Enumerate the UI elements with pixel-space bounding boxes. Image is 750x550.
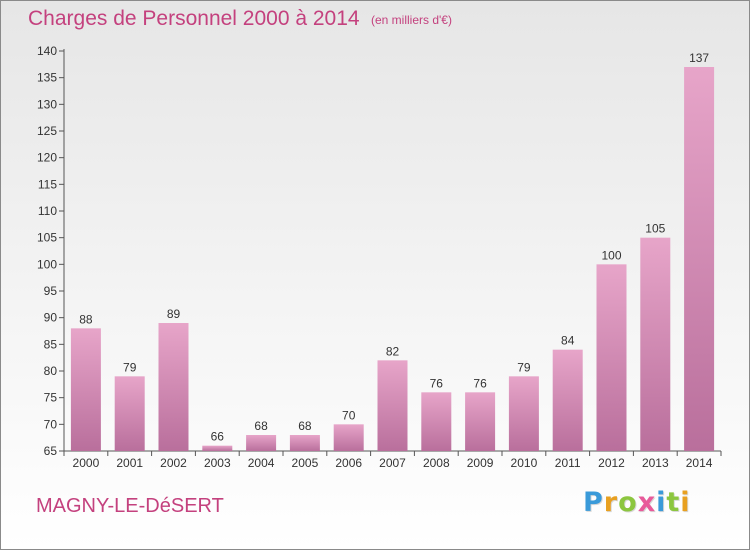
x-tick-label: 2009 (467, 456, 494, 470)
data-label: 100 (601, 248, 621, 262)
data-labels: 88 79 89 66 68 68 70 82 76 76 79 84 100 105 137 (79, 51, 709, 444)
data-label: 66 (211, 430, 225, 444)
y-tick-label: 115 (38, 177, 57, 191)
y-tick-label: 85 (44, 337, 58, 351)
y-tick-label: 140 (37, 44, 57, 58)
y-tick-label: 135 (37, 71, 57, 85)
y-tick-label: 105 (37, 231, 57, 245)
bar (114, 376, 145, 451)
bars (70, 67, 715, 451)
logo-letter: P (583, 487, 604, 518)
bar (421, 392, 452, 451)
y-tick-label: 75 (44, 391, 58, 405)
logo-letter: o (618, 487, 638, 518)
bar (640, 237, 671, 451)
x-tick-label: 2007 (379, 456, 406, 470)
data-label: 89 (167, 307, 181, 321)
x-tick-label: 2012 (598, 456, 625, 470)
bar (684, 67, 715, 451)
proxiti-logo[interactable]: Proxiti (583, 487, 691, 518)
data-label: 79 (123, 360, 137, 374)
x-tick-label: 2001 (116, 456, 143, 470)
bar (246, 435, 277, 451)
bar (377, 360, 408, 451)
y-tick-label: 125 (37, 124, 57, 138)
y-tick-label: 90 (44, 311, 58, 325)
bar (552, 349, 583, 451)
x-tick-label: 2014 (686, 456, 713, 470)
data-label: 76 (473, 376, 487, 390)
logo-letter: i (656, 487, 667, 518)
y-tick-label: 95 (44, 284, 58, 298)
data-label: 137 (689, 51, 709, 65)
y-tick-label: 70 (44, 417, 58, 431)
x-tick-label: 2011 (555, 456, 581, 470)
data-label: 68 (254, 419, 268, 433)
x-tick-label: 2010 (511, 456, 538, 470)
x-tick-label: 2006 (335, 456, 362, 470)
y-tick-label: 65 (44, 444, 58, 458)
x-tick-label: 2000 (73, 456, 100, 470)
bar (596, 264, 627, 451)
logo-letter: i (680, 487, 691, 518)
bar (158, 323, 189, 451)
chart-title: Charges de Personnel 2000 à 2014 (28, 7, 360, 30)
x-tick-label: 2004 (248, 456, 275, 470)
bar (202, 445, 233, 451)
y-tick-label: 130 (37, 97, 57, 111)
bar (333, 424, 364, 451)
data-label: 76 (430, 376, 444, 390)
data-label: 70 (342, 408, 356, 422)
y-tick-label: 120 (37, 151, 57, 165)
logo-letter: r (603, 487, 619, 518)
y-tick-label: 80 (44, 364, 58, 378)
logo-letter: t (666, 487, 681, 518)
data-label: 82 (386, 344, 400, 358)
bar (289, 435, 320, 451)
commune-name: MAGNY-LE-DéSERT (36, 495, 224, 517)
x-tick-label: 2008 (423, 456, 450, 470)
x-tick-label: 2002 (160, 456, 187, 470)
x-tick-label: 2013 (642, 456, 669, 470)
data-label: 105 (645, 222, 665, 236)
y-tick-label: 110 (38, 204, 57, 218)
bar (70, 328, 101, 451)
data-label: 68 (298, 419, 312, 433)
data-label: 79 (517, 360, 531, 374)
bar (465, 392, 496, 451)
data-label: 84 (561, 334, 575, 348)
chart-unit: (en milliers d'€) (371, 13, 452, 27)
data-label: 88 (79, 312, 93, 326)
x-tick-label: 2005 (292, 456, 319, 470)
y-tick-label: 100 (37, 257, 57, 271)
x-tick-label: 2003 (204, 456, 231, 470)
bar (508, 376, 539, 451)
logo-letter: x (637, 487, 657, 518)
